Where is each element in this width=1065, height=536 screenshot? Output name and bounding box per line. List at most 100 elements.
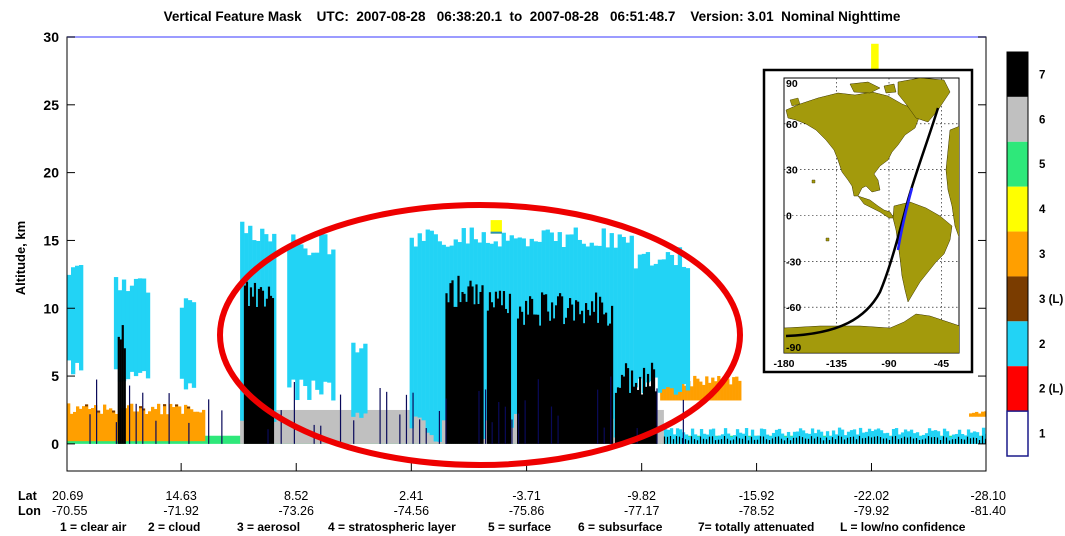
surface-cloud-shadow xyxy=(726,438,729,444)
surface-cloud-column xyxy=(669,428,674,444)
attenuated-column xyxy=(540,292,544,444)
attenuated-column xyxy=(604,312,608,444)
cloud-column xyxy=(685,268,691,391)
aerosol-column xyxy=(202,409,206,442)
attenuated-column xyxy=(269,295,273,444)
surface-cloud-shadow xyxy=(945,437,948,444)
stratospheric-layer xyxy=(490,220,502,234)
attenuated-column xyxy=(481,285,484,444)
surface-cloud-shadow xyxy=(693,439,696,444)
north-america-land xyxy=(785,91,921,197)
attenuated-column xyxy=(455,306,458,444)
surface-cloud-shadow xyxy=(720,439,723,444)
surface-cloud-shadow xyxy=(963,439,966,444)
aerosol-column xyxy=(193,411,197,442)
attenuated-column xyxy=(648,386,652,444)
orbit-segment xyxy=(896,187,914,251)
aerosol-column xyxy=(79,408,83,442)
x-tick-label-lat: -15.92 xyxy=(739,489,774,503)
attenuated-column xyxy=(548,320,552,444)
aerosol-low-confidence xyxy=(175,404,178,407)
surface-cloud-shadow xyxy=(714,440,717,444)
surface-cloud-column xyxy=(837,427,842,444)
attenuated-column xyxy=(506,313,510,444)
attenuated-column xyxy=(477,303,480,444)
europe-africa-edge xyxy=(945,126,959,238)
profile-line xyxy=(293,381,295,444)
profile-line xyxy=(610,376,612,444)
surface-cloud-column xyxy=(759,428,764,444)
surface-cloud-column xyxy=(969,432,974,444)
surface-cloud-shadow xyxy=(729,440,732,444)
cloud-column xyxy=(481,232,486,439)
surface-cloud-column xyxy=(786,431,791,444)
surface-cloud-column xyxy=(894,428,899,444)
surface-cloud-shadow xyxy=(864,437,867,444)
surface-cloud-column xyxy=(831,430,836,444)
surface-cloud-column xyxy=(945,431,950,444)
surface-cloud-shadow xyxy=(942,436,945,444)
y-axis-label: Altitude, km xyxy=(13,221,28,295)
profile-line xyxy=(517,413,520,444)
surface-cloud-column xyxy=(762,429,767,444)
aerosol-column xyxy=(94,405,98,442)
surface-cloud-column xyxy=(882,433,887,444)
surface-cloud-shadow xyxy=(822,440,825,444)
cloud-column xyxy=(191,302,197,388)
attenuated-column xyxy=(584,303,588,444)
profile-line xyxy=(379,387,381,444)
map-lon-label: -180 xyxy=(773,358,794,370)
attenuated-column xyxy=(582,323,586,444)
surface-cloud-column xyxy=(906,431,911,444)
cloud-column xyxy=(295,239,300,401)
surface-cloud-column xyxy=(675,428,680,444)
colorbar-label: 7 xyxy=(1039,69,1045,81)
surface-cloud-column xyxy=(729,437,734,444)
attenuated-column xyxy=(532,314,536,444)
surface-cloud-column xyxy=(834,434,839,444)
surface-cloud-column xyxy=(909,429,914,444)
y-tick-label: 30 xyxy=(43,29,59,45)
surface-cloud-shadow xyxy=(813,438,816,444)
x-tick-label-lon: -75.86 xyxy=(509,504,544,518)
aerosol-column xyxy=(130,403,134,442)
surface-cloud-shadow xyxy=(666,436,669,444)
surface-cloud-shadow xyxy=(819,437,822,444)
surface-cloud-column xyxy=(978,436,983,444)
surface-cloud-column xyxy=(846,431,851,444)
surface-cloud-column xyxy=(702,433,707,444)
attenuated-column xyxy=(447,302,450,444)
attenuated-column xyxy=(642,367,646,444)
surface-cloud-shadow xyxy=(936,437,939,444)
surface-cloud-shadow xyxy=(756,439,759,444)
surface-cloud-shadow xyxy=(672,439,675,444)
surface-cloud-column xyxy=(717,435,722,444)
surface-cloud-shadow xyxy=(969,438,972,444)
x-tick-label-lat: -3.71 xyxy=(512,489,541,503)
surface-cloud-column xyxy=(867,428,872,444)
profile-line xyxy=(425,428,427,444)
surface-cloud-shadow xyxy=(699,436,702,444)
aerosol-column xyxy=(696,378,700,401)
map-lat-label: -90 xyxy=(786,342,801,354)
x-tick-label-lat: 14.63 xyxy=(166,489,197,503)
surface-cloud-shadow xyxy=(801,437,804,444)
surface-cloud-shadow xyxy=(810,436,813,444)
aerosol-low-confidence xyxy=(97,410,100,413)
aerosol-column xyxy=(85,404,89,442)
aerosol-column xyxy=(726,378,730,401)
aerosol-column xyxy=(978,413,982,417)
surface-cloud-column xyxy=(816,429,821,444)
surface-cloud-column xyxy=(708,429,713,444)
aerosol-column xyxy=(76,406,80,442)
lon-row-label: Lon xyxy=(18,504,41,518)
surface-cloud-shadow xyxy=(789,440,792,444)
surface-cloud-shadow xyxy=(840,436,843,444)
surface-cloud-shadow xyxy=(861,438,864,444)
surface-cloud-shadow xyxy=(888,439,891,444)
cloud-column xyxy=(137,278,143,373)
attenuated-column xyxy=(494,291,498,444)
colorbar-swatch xyxy=(1007,366,1028,412)
surface-cloud-shadow xyxy=(795,437,798,444)
profile-line xyxy=(419,419,421,444)
